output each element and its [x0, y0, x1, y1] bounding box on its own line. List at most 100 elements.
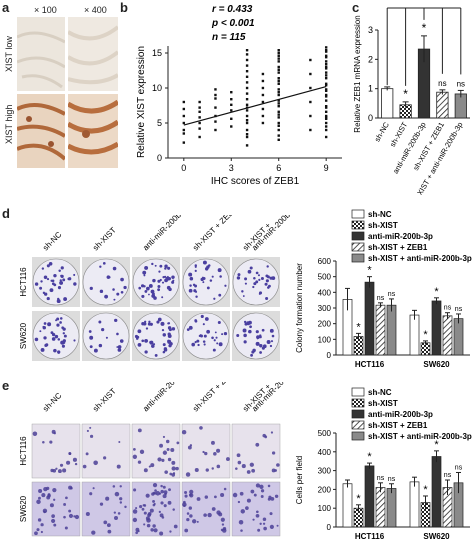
colony-dot — [51, 333, 56, 337]
migrated-cell — [192, 519, 197, 524]
scatter-point — [309, 100, 312, 104]
colony-dot — [206, 286, 210, 290]
colony-dot — [191, 342, 196, 347]
colony-dot — [249, 325, 252, 329]
colony-dot — [258, 278, 261, 281]
colony-dot — [218, 342, 223, 347]
colony-dot — [193, 289, 197, 293]
scatter-point — [324, 60, 328, 63]
bar — [386, 304, 397, 356]
migrated-cell — [274, 494, 279, 499]
colony-dot — [167, 326, 172, 330]
bar — [364, 281, 375, 356]
migrated-cell — [59, 463, 64, 467]
colony-dot — [57, 286, 62, 290]
migrated-cell — [82, 464, 87, 469]
legend-label: anti-miR-200b-3p — [368, 410, 433, 419]
migrated-cell — [259, 484, 264, 489]
migrated-cell — [139, 505, 143, 509]
migrated-cell — [117, 512, 121, 515]
sig-label: * — [356, 321, 361, 333]
legend-label: sh-XIST + ZEB1 — [368, 243, 428, 252]
colony-dot — [236, 276, 241, 280]
colony-dot — [168, 287, 172, 292]
scatter-point — [277, 99, 280, 102]
colony-dot — [261, 346, 265, 350]
colony-dot — [57, 351, 60, 354]
colony-dot — [73, 273, 76, 276]
colony-dot — [93, 348, 98, 353]
migrated-cell — [211, 507, 216, 511]
scatter-point — [245, 103, 249, 106]
migrated-cell — [186, 517, 190, 522]
colony-dot — [255, 330, 259, 334]
migrated-cell — [262, 522, 266, 525]
colony-dot — [195, 295, 198, 298]
scatter-point — [277, 57, 280, 60]
scatter-point — [309, 114, 312, 118]
legend-swatch — [351, 220, 365, 230]
colony-dot — [116, 346, 119, 348]
colony-dot — [89, 286, 93, 291]
migrated-cell — [237, 500, 241, 504]
colony-dot — [253, 277, 256, 280]
colony-dot — [46, 264, 50, 268]
colony-dish — [182, 258, 230, 306]
migration-field — [81, 423, 131, 479]
colony-dot — [73, 282, 77, 286]
scatter-point — [277, 49, 280, 52]
migrated-cell — [132, 454, 138, 459]
colony-dot — [244, 277, 248, 281]
y-tick-label: 200 — [318, 485, 332, 494]
colony-dot — [167, 339, 171, 343]
migrated-cell — [89, 426, 92, 429]
colony-dot — [63, 297, 68, 301]
colony-dot — [255, 271, 259, 275]
colony-dot — [164, 267, 167, 270]
legend-label: sh-NC — [368, 210, 392, 219]
sig-label: ns — [455, 464, 463, 471]
x-tick-label-b: 9 — [324, 163, 329, 173]
scatter-point — [324, 105, 328, 108]
migrated-cell — [86, 429, 89, 433]
colony-dot — [200, 314, 204, 319]
migrated-cell — [152, 499, 156, 503]
migrated-cell — [34, 531, 38, 536]
colony-dot — [43, 336, 47, 340]
migrated-cell — [259, 522, 262, 525]
colony-dot — [46, 277, 50, 281]
migrated-cell — [32, 431, 38, 437]
scatter-point — [277, 82, 280, 85]
migrated-cell — [73, 515, 76, 518]
scatter-point — [324, 89, 328, 92]
migrated-cell — [267, 484, 271, 488]
scatter-point — [277, 54, 280, 57]
migrated-cell — [124, 505, 127, 509]
colony-dot — [244, 282, 247, 285]
migrated-cell — [66, 460, 71, 465]
migrated-cell — [52, 488, 57, 493]
stat-p: p < 0.001 — [211, 18, 255, 29]
sig-label: ns — [444, 472, 452, 479]
y-tick-label: 400 — [318, 288, 332, 297]
migrated-cell — [237, 460, 242, 465]
colony-dot — [256, 337, 259, 340]
scatter-point — [277, 128, 280, 132]
bar — [386, 488, 397, 528]
migrated-cell — [203, 513, 207, 517]
colony-dot — [197, 343, 200, 347]
colony-dot — [224, 284, 227, 287]
colony-dot — [138, 286, 142, 290]
scatter-point — [214, 93, 217, 97]
bar — [431, 456, 442, 528]
colony-dot — [60, 266, 64, 270]
migrated-cell — [143, 468, 148, 473]
colony-dot — [188, 288, 193, 293]
migrated-cell — [153, 502, 156, 506]
colony-dot — [58, 269, 61, 273]
colony-dot — [213, 339, 216, 342]
column-header: sh-XIST + ZEB1 — [191, 215, 239, 252]
colony-dot — [242, 328, 247, 333]
migrated-cell — [223, 487, 227, 491]
sig-label: * — [434, 286, 439, 298]
